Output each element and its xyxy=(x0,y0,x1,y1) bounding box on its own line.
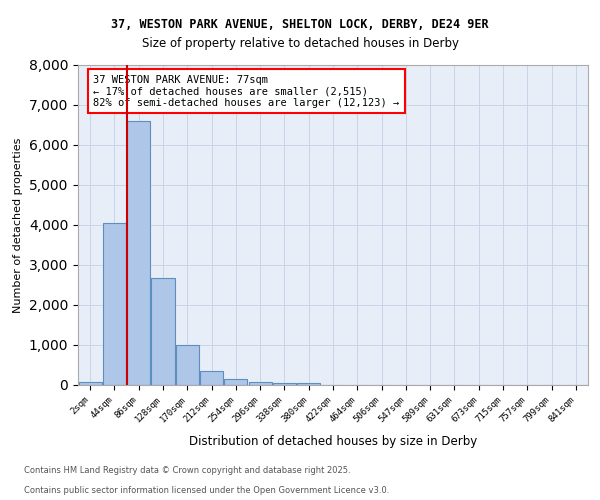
Bar xyxy=(127,121,150,385)
Bar xyxy=(103,223,126,385)
Bar xyxy=(79,382,101,385)
Bar xyxy=(200,372,223,385)
Y-axis label: Number of detached properties: Number of detached properties xyxy=(13,138,23,312)
Bar xyxy=(151,278,175,385)
X-axis label: Distribution of detached houses by size in Derby: Distribution of detached houses by size … xyxy=(189,435,477,448)
Text: 37 WESTON PARK AVENUE: 77sqm
← 17% of detached houses are smaller (2,515)
82% of: 37 WESTON PARK AVENUE: 77sqm ← 17% of de… xyxy=(94,74,400,108)
Text: Size of property relative to detached houses in Derby: Size of property relative to detached ho… xyxy=(142,38,458,51)
Bar xyxy=(176,346,199,385)
Text: 37, WESTON PARK AVENUE, SHELTON LOCK, DERBY, DE24 9ER: 37, WESTON PARK AVENUE, SHELTON LOCK, DE… xyxy=(111,18,489,30)
Bar xyxy=(273,383,296,385)
Text: Contains public sector information licensed under the Open Government Licence v3: Contains public sector information licen… xyxy=(24,486,389,495)
Bar xyxy=(248,382,272,385)
Bar xyxy=(297,382,320,385)
Bar xyxy=(224,380,247,385)
Text: Contains HM Land Registry data © Crown copyright and database right 2025.: Contains HM Land Registry data © Crown c… xyxy=(24,466,350,475)
